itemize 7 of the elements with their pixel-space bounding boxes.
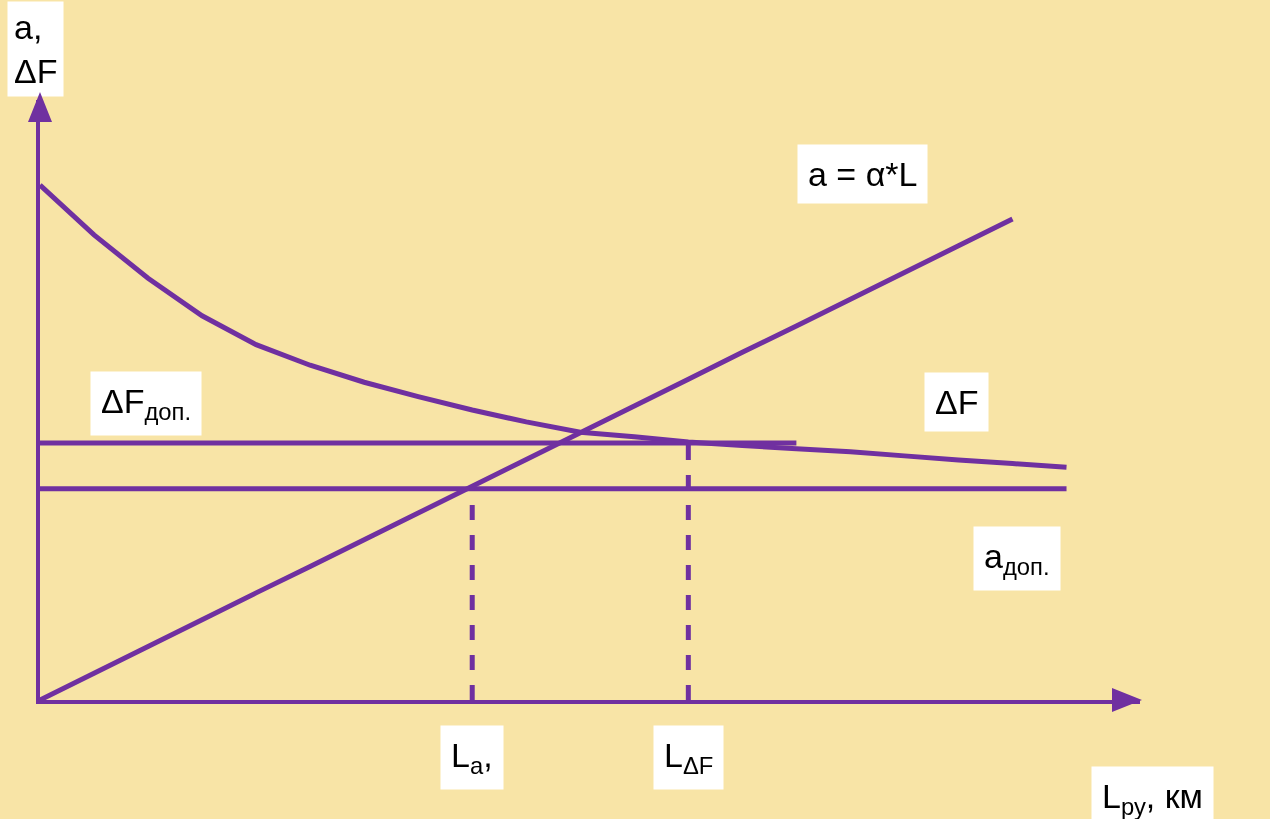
series-label: a$_{доп.}$ — [984, 537, 1050, 581]
series-label: ΔF — [935, 383, 979, 421]
y-axis-title: a, ΔF — [14, 8, 58, 91]
text: L$_{a}$, — [451, 736, 493, 780]
series-label: a = α*L — [808, 155, 918, 193]
text: L$_{ΔF}$ — [664, 736, 714, 780]
series-label: ΔF$_{доп.}$ — [101, 382, 192, 426]
